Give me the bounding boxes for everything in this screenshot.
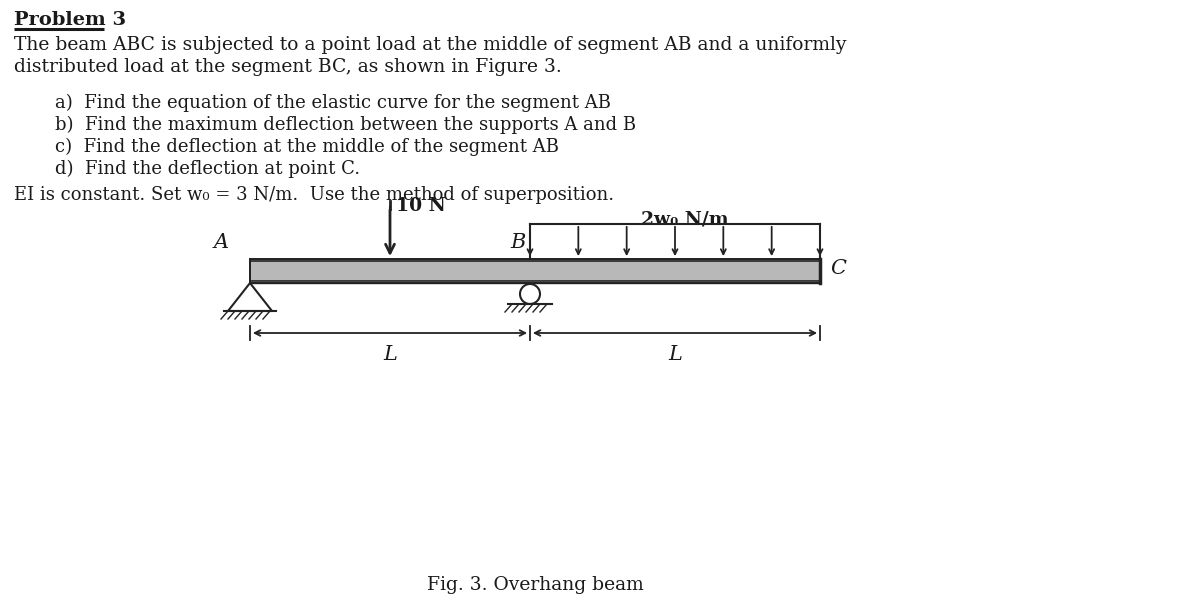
Text: C: C [830, 259, 846, 278]
Text: Fig. 3. Overhang beam: Fig. 3. Overhang beam [427, 576, 643, 594]
Text: L: L [383, 345, 397, 364]
Text: a)  Find the equation of the elastic curve for the segment AB: a) Find the equation of the elastic curv… [55, 94, 611, 112]
Circle shape [520, 284, 540, 304]
Polygon shape [228, 283, 272, 311]
Text: b)  Find the maximum deflection between the supports A and B: b) Find the maximum deflection between t… [55, 116, 636, 134]
Text: L: L [668, 345, 682, 364]
Bar [250, 259, 820, 283]
Text: The beam ABC is subjected to a point load at the middle of segment AB and a unif: The beam ABC is subjected to a point loa… [14, 36, 846, 54]
Text: d)  Find the deflection at point C.: d) Find the deflection at point C. [55, 160, 360, 178]
Text: 10 N: 10 N [396, 197, 445, 215]
Text: EI is constant. Set w₀ = 3 N/m.  Use the method of superposition.: EI is constant. Set w₀ = 3 N/m. Use the … [14, 186, 614, 204]
Text: c)  Find the deflection at the middle of the segment AB: c) Find the deflection at the middle of … [55, 138, 559, 156]
Text: A: A [214, 233, 229, 252]
Text: 2w₀ N/m: 2w₀ N/m [641, 210, 728, 228]
Text: distributed load at the segment BC, as shown in Figure 3.: distributed load at the segment BC, as s… [14, 58, 562, 76]
Bar [250, 261, 820, 281]
Text: B: B [510, 233, 526, 252]
Text: Problem 3: Problem 3 [14, 11, 126, 29]
